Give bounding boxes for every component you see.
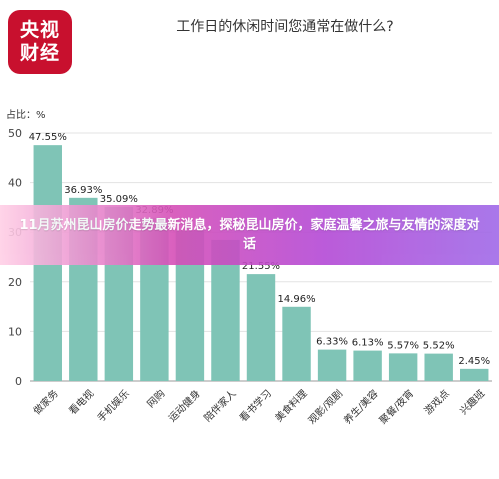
bar xyxy=(317,349,347,381)
x-tick-label: 手机娱乐 xyxy=(94,387,131,424)
bar xyxy=(460,368,489,381)
x-tick-label: 陪伴家人 xyxy=(201,387,238,424)
data-label: 36.93% xyxy=(64,185,102,196)
headline-banner[interactable]: 11月苏州昆山房价走势最新消息，探秘昆山房价，家庭温馨之旅与友情的深度对话 xyxy=(0,205,499,265)
y-tick-label: 20 xyxy=(8,276,22,289)
y-tick-label: 0 xyxy=(15,375,22,388)
x-tick-label: 兴趣班 xyxy=(457,387,487,417)
x-tick-label: 美食料理 xyxy=(272,387,309,424)
bar xyxy=(353,350,382,381)
y-tick-label: 50 xyxy=(8,127,22,140)
chart-title: 工作日的休闲时间您通常在做什么? xyxy=(176,19,394,35)
bar xyxy=(388,353,418,381)
x-tick-label: 游戏点 xyxy=(421,387,451,417)
x-tick-label: 做家务 xyxy=(30,387,60,417)
x-tick-label: 运动健身 xyxy=(166,387,203,424)
y-tick-label: 40 xyxy=(8,177,22,190)
x-tick-label: 养生/美容 xyxy=(341,387,381,427)
data-label: 21.55% xyxy=(242,261,280,272)
y-tick-label: 10 xyxy=(8,325,22,338)
data-label: 2.45% xyxy=(458,356,490,367)
x-tick-label: 网购 xyxy=(144,387,167,410)
y-axis-label: 占比：% xyxy=(6,110,46,121)
x-tick-label: 观影/观剧 xyxy=(306,388,345,427)
bar xyxy=(282,306,311,381)
data-label: 14.96% xyxy=(277,294,315,305)
x-tick-label: 聚餐/夜宵 xyxy=(376,387,416,427)
bar xyxy=(424,353,453,381)
data-label: 47.55% xyxy=(29,132,67,143)
logo-line-1: 央视 xyxy=(19,19,60,41)
brand-logo: 央视 财经 xyxy=(8,10,72,74)
logo-line-2: 财经 xyxy=(19,42,60,64)
data-label: 6.13% xyxy=(352,338,384,349)
x-tick-label: 看电视 xyxy=(66,387,96,417)
data-label: 5.52% xyxy=(423,341,455,352)
data-label: 35.09% xyxy=(100,194,138,205)
data-label: 5.57% xyxy=(387,340,419,351)
data-label: 6.33% xyxy=(316,337,348,348)
x-tick-label: 看书学习 xyxy=(237,387,274,424)
headline-text[interactable]: 11月苏州昆山房价走势最新消息，探秘昆山房价，家庭温馨之旅与友情的深度对话 xyxy=(19,218,480,252)
bar xyxy=(246,274,276,381)
